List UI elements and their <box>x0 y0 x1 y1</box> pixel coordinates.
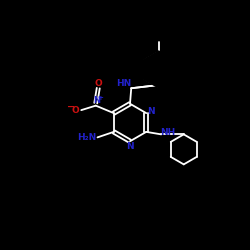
Text: +: + <box>97 95 103 101</box>
Text: −: − <box>67 102 75 112</box>
Text: N: N <box>147 108 154 116</box>
Text: NH: NH <box>160 128 176 137</box>
Text: HN: HN <box>116 79 132 88</box>
Polygon shape <box>142 50 176 89</box>
Text: O: O <box>72 106 80 115</box>
Text: H₂N: H₂N <box>78 133 97 142</box>
Text: O: O <box>94 79 102 88</box>
Text: N: N <box>93 96 100 105</box>
Text: N: N <box>126 142 134 151</box>
